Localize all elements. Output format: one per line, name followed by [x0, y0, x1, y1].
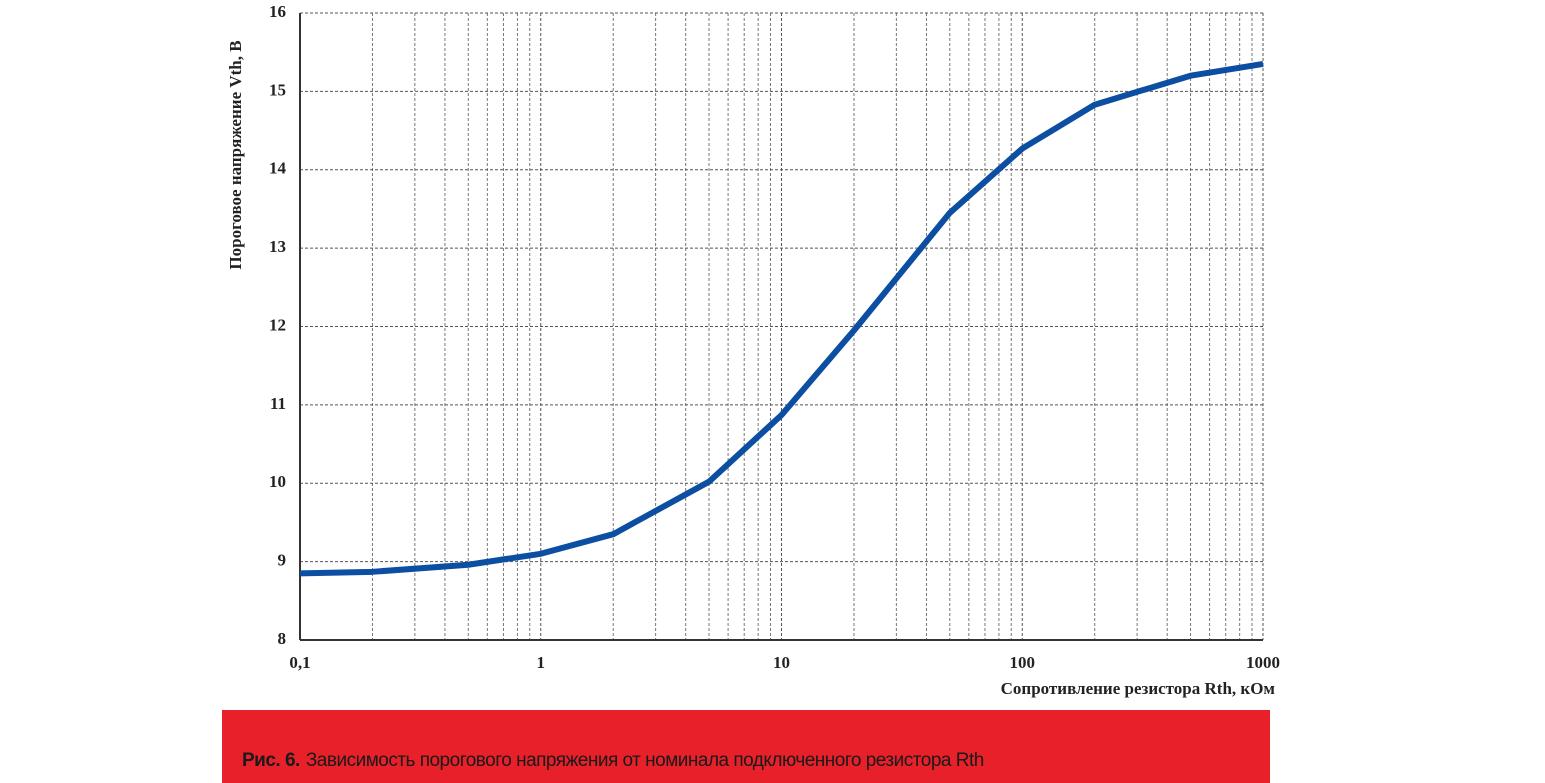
- y-tick-label: 8: [278, 629, 287, 648]
- chart: Пороговое напряжение Vth, В Сопротивлени…: [226, 2, 1280, 698]
- y-tick-label: 13: [269, 237, 286, 256]
- caption-label: Рис. 6.: [242, 750, 300, 771]
- x-tick-label: 10: [773, 653, 790, 672]
- x-tick-label: 100: [1010, 653, 1036, 672]
- data-line: [299, 60, 1264, 577]
- caption: Рис. 6. Зависимость порогового напряжения…: [222, 710, 1270, 783]
- x-tick-label: 0,1: [289, 653, 310, 672]
- x-tick-label: 1000: [1246, 653, 1280, 672]
- y-tick-label: 12: [269, 315, 286, 334]
- y-tick-label: 15: [269, 80, 286, 99]
- y-tick-label: 14: [269, 159, 287, 178]
- x-tick-label: 1: [537, 653, 546, 672]
- y-axis-label: Пороговое напряжение Vth, В: [226, 40, 245, 269]
- caption-text: Рис. 6. Зависимость порогового напряжения…: [242, 750, 984, 772]
- y-tick-label: 10: [269, 472, 286, 491]
- caption-body: Зависимость порогового напряжения от ном…: [305, 750, 984, 771]
- y-tick-label: 16: [269, 2, 286, 21]
- y-tick-label: 11: [270, 394, 286, 413]
- y-tick-label: 9: [278, 551, 287, 570]
- x-axis-label: Сопротивление резистора Rth, кОм: [1001, 679, 1276, 698]
